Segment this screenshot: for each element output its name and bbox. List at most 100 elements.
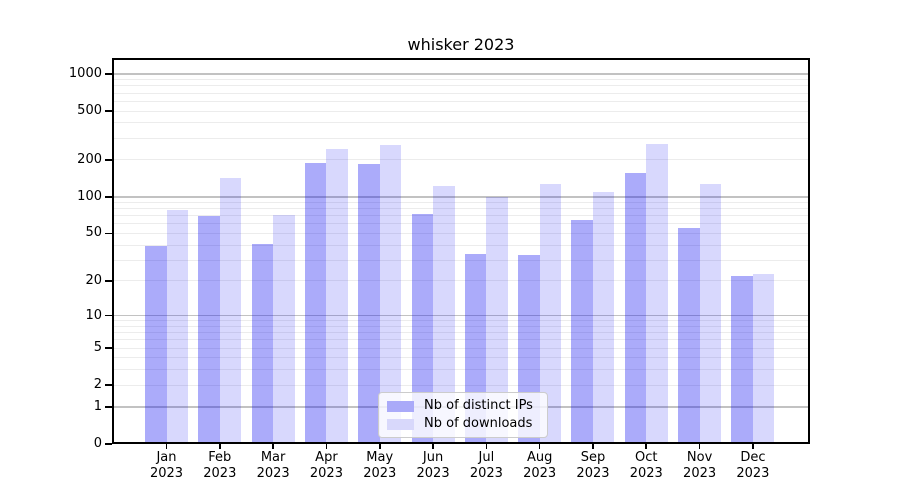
plot-area: Jan 2023 Feb 2023 Mar 2023 Apr 2023 May 2023 Jun 20… (69, 58, 810, 481)
y-tick-100 (105, 196, 112, 198)
y-tick-2 (105, 384, 112, 386)
bar-distinct-ips-may (358, 164, 380, 444)
gridline-90 (112, 201, 810, 203)
gridline-10 (112, 314, 810, 317)
gridline-800 (112, 85, 810, 87)
bar-downloads-nov (699, 184, 722, 444)
bar-downloads-jan (166, 209, 188, 444)
gridline-200 (112, 159, 810, 161)
x-tick-label-mar: Mar 2023 (256, 450, 290, 481)
bar-downloads-apr (326, 149, 348, 444)
y-tick-50 (105, 232, 112, 235)
gridline-70 (112, 215, 810, 217)
bar-distinct-ips-feb (198, 215, 220, 444)
x-tick-label-oct: Oct 2023 (629, 450, 663, 481)
x-tick-label-dec: Dec 2023 (736, 450, 770, 481)
gridline-400 (112, 122, 810, 124)
x-tick-label-sep: Sep 2023 (576, 450, 610, 481)
y-tick-label-500: 500 (77, 103, 102, 119)
x-tick-label-apr: Apr 2023 (309, 450, 343, 481)
gridline-300 (112, 137, 810, 139)
x-tick-label-jun: Jun 2023 (416, 450, 450, 481)
y-tick-10 (105, 314, 112, 317)
bar-downloads-aug (539, 184, 562, 444)
x-tick-jun (432, 444, 434, 449)
bar-distinct-ips-apr (304, 162, 327, 444)
gridline-3 (112, 369, 810, 371)
y-tick-1000 (105, 73, 112, 75)
legend-swatch-downloads (387, 418, 414, 430)
gridline-1000 (112, 73, 810, 75)
x-tick-label-nov: Nov 2023 (683, 450, 717, 481)
y-tick-label-200: 200 (77, 151, 102, 167)
gridline-500 (112, 110, 810, 112)
y-tick-500 (105, 110, 112, 112)
legend-swatch-distinct-ips (387, 400, 414, 412)
x-tick-oct (645, 444, 648, 449)
y-tick-0 (105, 443, 112, 445)
x-tick-sep (592, 444, 594, 449)
y-tick-label-1000: 1000 (68, 66, 102, 81)
x-tick-aug (538, 444, 541, 449)
y-tick-label-5: 5 (93, 340, 102, 356)
x-tick-mar (272, 444, 274, 449)
gridline-900 (112, 79, 810, 81)
y-tick-label-20: 20 (85, 272, 102, 288)
x-tick-label-feb: Feb 2023 (203, 450, 237, 481)
gridline-80 (112, 208, 810, 210)
y-axis-line (112, 58, 114, 444)
bar-downloads-dec (752, 273, 775, 444)
y-tick-200 (105, 159, 112, 161)
x-tick-nov (698, 444, 701, 449)
gridline-9 (112, 320, 810, 322)
gridline-6 (112, 339, 810, 341)
bar-distinct-ips-mar (251, 243, 274, 444)
x-tick-label-jan: Jan 2023 (149, 450, 184, 481)
legend-item-distinct-ips: Nb of distinct IPs (387, 398, 539, 414)
bar-downloads-jun (433, 186, 455, 444)
gridline-5 (112, 347, 810, 349)
y-tick-20 (105, 280, 112, 282)
y-tick-5 (105, 347, 112, 349)
bar-downloads-sep (592, 191, 615, 444)
y-tick-label-1: 1 (93, 398, 102, 414)
chart-title: whisker 2023 (407, 35, 515, 54)
gridline-30 (112, 259, 810, 261)
y-tick-label-100: 100 (77, 188, 102, 204)
gridline-40 (112, 244, 810, 246)
gridline-4 (112, 357, 810, 359)
bar-downloads-jul (486, 196, 508, 444)
y-tick-label-2: 2 (93, 377, 102, 393)
y-tick-label-50: 50 (85, 225, 102, 241)
bar-downloads-oct (646, 143, 668, 444)
bar-distinct-ips-nov (678, 228, 700, 444)
x-tick-dec (752, 444, 754, 449)
gridline-60 (112, 223, 810, 225)
bar-distinct-ips-jun (411, 214, 434, 444)
legend-item-downloads: Nb of downloads (387, 416, 539, 432)
y-tick-label-10: 10 (85, 307, 102, 323)
y-tick-label-0: 0 (93, 436, 102, 451)
bar-downloads-may (379, 144, 402, 444)
x-tick-label-may: May 2023 (363, 450, 397, 481)
gridline-50 (112, 232, 810, 234)
x-tick-apr (325, 444, 328, 449)
bar-distinct-ips-oct (624, 172, 647, 444)
x-tick-feb (219, 444, 221, 449)
bar-distinct-ips-jan (145, 246, 167, 444)
x-tick-jul (485, 444, 488, 449)
gridline-8 (112, 325, 810, 327)
legend-label-distinct-ips: Nb of distinct IPs (424, 398, 533, 413)
x-tick-label-aug: Aug 2023 (523, 450, 557, 481)
plot-border-top (112, 58, 810, 60)
gridline-600 (112, 100, 810, 102)
x-tick-label-jul: Jul 2023 (469, 450, 503, 481)
bar-distinct-ips-sep (571, 220, 593, 444)
bar-downloads-mar (273, 214, 295, 444)
bar-distinct-ips-dec (731, 276, 753, 444)
gridline-7 (112, 332, 810, 334)
x-tick-may (378, 444, 381, 449)
legend-label-downloads: Nb of downloads (424, 416, 533, 431)
gridline-2 (112, 384, 810, 386)
